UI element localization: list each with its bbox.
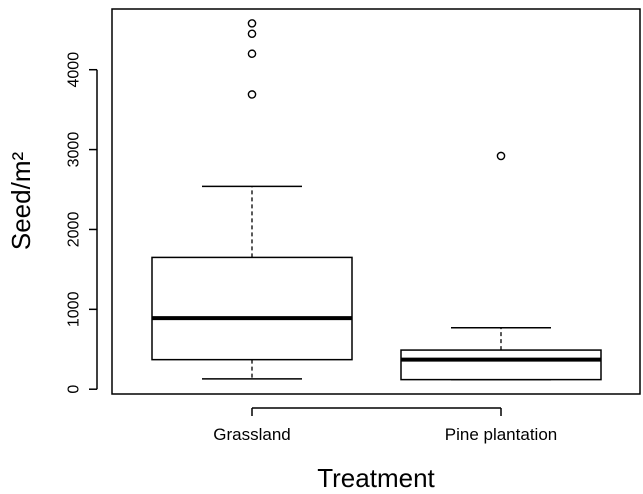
iqr-box (400, 349, 602, 381)
y-tick-label: 2000 (66, 212, 83, 248)
outlier-point (247, 90, 257, 99)
y-tick-label: 4000 (66, 52, 83, 88)
y-axis-title: Seed/m² (6, 152, 36, 251)
x-axis: Grassland Pine plantation (213, 407, 557, 444)
outlier-point (247, 49, 257, 59)
plot-frame (111, 8, 641, 395)
box-group (400, 151, 602, 381)
x-axis-title: Treatment (317, 463, 435, 493)
y-tick-label: 3000 (66, 132, 83, 168)
outlier-point (496, 151, 506, 161)
y-axis: 0 1000 2000 3000 4000 (66, 52, 98, 394)
boxes (151, 19, 602, 381)
x-tick-label: Pine plantation (445, 425, 557, 444)
iqr-box (151, 256, 353, 361)
outlier-point (247, 29, 257, 39)
x-tick-label: Grassland (213, 425, 290, 444)
y-tick-label: 0 (66, 385, 83, 394)
y-tick-label: 1000 (66, 291, 83, 327)
box-group (151, 19, 353, 380)
outlier-point (247, 19, 257, 28)
